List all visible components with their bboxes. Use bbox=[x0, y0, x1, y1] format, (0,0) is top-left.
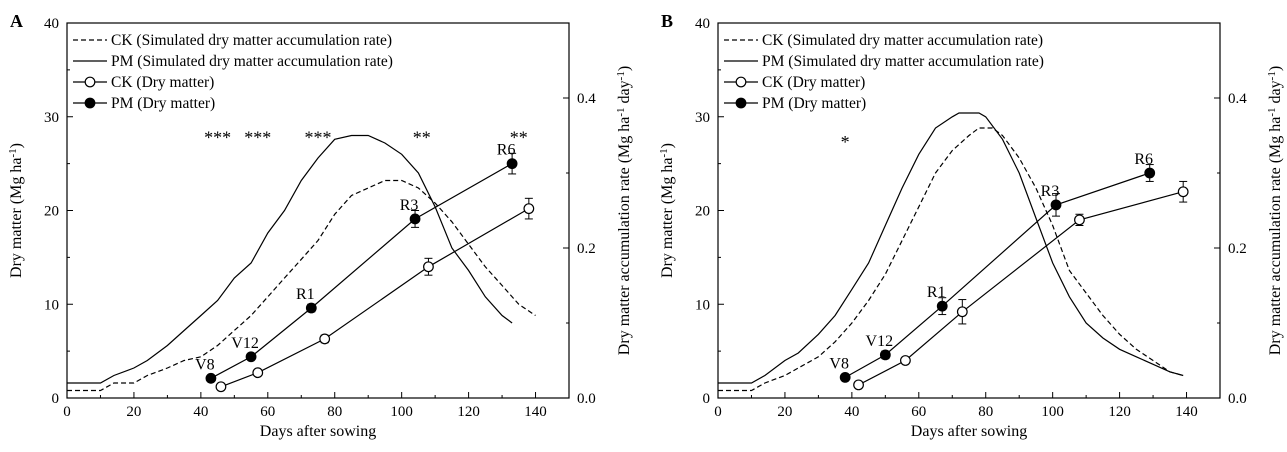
point-pm-dry-matter bbox=[245, 351, 257, 363]
y-tick-label: 40 bbox=[44, 16, 59, 32]
point-ck-dry-matter bbox=[900, 355, 911, 366]
x-axis-title: Days after sowing bbox=[911, 423, 1027, 440]
point-ck-dry-matter bbox=[215, 381, 227, 393]
x-tick-label: 0 bbox=[714, 404, 722, 420]
y-tick-label: 0 bbox=[52, 391, 60, 407]
x-tick-label: 20 bbox=[777, 404, 792, 420]
y-tick-label: 0 bbox=[703, 391, 711, 407]
series-line-ck-rate bbox=[67, 179, 536, 392]
x-tick-label: 40 bbox=[844, 404, 859, 420]
y2-axis-title: Dry matter accumulation rate (Mg ha-1 da… bbox=[615, 66, 633, 355]
stage-label: V12 bbox=[866, 333, 894, 350]
point-ck-dry-matter bbox=[1074, 214, 1085, 226]
point-ck-dry-matter bbox=[523, 203, 535, 215]
x-tick-label: 40 bbox=[193, 404, 208, 420]
x-tick-label: 100 bbox=[1041, 404, 1064, 420]
point-pm-dry-matter bbox=[205, 372, 217, 384]
x-tick-label: 140 bbox=[524, 404, 547, 420]
legend-label: CK (Simulated dry matter accumulation ra… bbox=[762, 32, 1043, 49]
stage-label: R1 bbox=[296, 286, 315, 303]
x-axis-title: Days after sowing bbox=[260, 423, 376, 440]
x-tick-label: 120 bbox=[457, 404, 480, 420]
y-tick-label: 40 bbox=[695, 16, 710, 32]
x-tick-label: 20 bbox=[126, 404, 141, 420]
panel-label: B bbox=[661, 11, 673, 31]
stage-label: R6 bbox=[1134, 151, 1153, 168]
y2-tick-label: 0.0 bbox=[577, 391, 596, 407]
x-tick-label: 60 bbox=[260, 404, 275, 420]
x-tick-label: 80 bbox=[978, 404, 993, 420]
y-tick-label: 20 bbox=[695, 204, 710, 220]
stage-label: R3 bbox=[1041, 183, 1060, 200]
stage-label: V12 bbox=[231, 335, 259, 352]
point-pm-dry-matter bbox=[1050, 199, 1062, 211]
x-tick-label: 100 bbox=[390, 404, 413, 420]
y-tick-label: 30 bbox=[44, 110, 59, 126]
y-tick-label: 10 bbox=[44, 297, 59, 313]
significance-mark: ** bbox=[510, 128, 528, 148]
x-tick-label: 140 bbox=[1175, 404, 1198, 420]
legend-label: PM (Simulated dry matter accumulation ra… bbox=[762, 53, 1044, 70]
y-tick-label: 10 bbox=[695, 297, 710, 313]
x-tick-label: 60 bbox=[911, 404, 926, 420]
significance-mark: * bbox=[841, 132, 850, 152]
point-ck-dry-matter bbox=[956, 306, 968, 318]
y2-tick-label: 0.2 bbox=[1228, 241, 1247, 257]
legend-label: CK (Simulated dry matter accumulation ra… bbox=[111, 32, 392, 49]
legend-label: PM (Dry matter) bbox=[762, 95, 866, 112]
legend-label: PM (Simulated dry matter accumulation ra… bbox=[111, 53, 393, 70]
y-tick-label: 30 bbox=[695, 110, 710, 126]
legend-marker bbox=[735, 76, 747, 88]
stage-label: R3 bbox=[400, 197, 419, 214]
y2-axis-title: Dry matter accumulation rate (Mg ha-1 da… bbox=[1266, 66, 1284, 355]
stage-label: R6 bbox=[497, 142, 516, 159]
significance-mark: *** bbox=[305, 128, 332, 148]
point-pm-dry-matter bbox=[1144, 167, 1156, 179]
point-pm-dry-matter bbox=[409, 213, 421, 225]
point-pm-dry-matter bbox=[305, 302, 317, 314]
legend-marker bbox=[84, 76, 96, 88]
y-axis-title: Dry matter (Mg ha-1) bbox=[658, 143, 676, 278]
point-pm-dry-matter bbox=[879, 349, 891, 361]
y2-tick-label: 0.4 bbox=[1228, 91, 1247, 107]
series-line-pm-rate bbox=[67, 134, 513, 384]
y2-tick-label: 0.0 bbox=[1228, 391, 1247, 407]
significance-mark: *** bbox=[244, 128, 271, 148]
x-tick-label: 0 bbox=[63, 404, 71, 420]
x-tick-label: 120 bbox=[1108, 404, 1131, 420]
y-axis-title: Dry matter (Mg ha-1) bbox=[7, 143, 25, 278]
point-ck-dry-matter bbox=[423, 261, 434, 273]
significance-mark: *** bbox=[204, 128, 231, 148]
y2-tick-label: 0.4 bbox=[577, 91, 596, 107]
legend-marker bbox=[84, 97, 96, 109]
panel-b: B 0 20 40 60 80 100 120 140 0 10 20 30 40 0.0 0.2 0.4 Day… bbox=[658, 11, 1284, 440]
x-tick-label: 80 bbox=[327, 404, 342, 420]
point-pm-dry-matter bbox=[936, 300, 948, 312]
point-ck-dry-matter bbox=[252, 367, 264, 379]
point-pm-dry-matter bbox=[839, 371, 851, 383]
legend-label: PM (Dry matter) bbox=[111, 95, 215, 112]
legend-label: CK (Dry matter) bbox=[111, 74, 214, 91]
y-tick-label: 20 bbox=[44, 204, 59, 220]
point-ck-dry-matter bbox=[319, 333, 331, 345]
stage-label: V8 bbox=[829, 355, 849, 372]
y2-tick-label: 0.2 bbox=[577, 241, 596, 257]
point-ck-dry-matter bbox=[853, 379, 864, 391]
point-pm-dry-matter bbox=[506, 158, 518, 170]
legend-marker bbox=[735, 97, 747, 109]
panel-label: A bbox=[10, 11, 23, 31]
legend-label: CK (Dry matter) bbox=[762, 74, 865, 91]
significance-mark: ** bbox=[413, 128, 431, 148]
stage-label: R1 bbox=[927, 284, 946, 301]
panel-a: A 0 20 40 60 80 100 120 140 0 10 20 30 40 0.0 0.2 0.4 Day… bbox=[7, 11, 633, 440]
stage-label: V8 bbox=[195, 356, 215, 373]
series-line-pm-rate bbox=[718, 112, 1184, 384]
series-line-ck-rate bbox=[718, 127, 1184, 392]
point-ck-dry-matter bbox=[1177, 186, 1189, 198]
